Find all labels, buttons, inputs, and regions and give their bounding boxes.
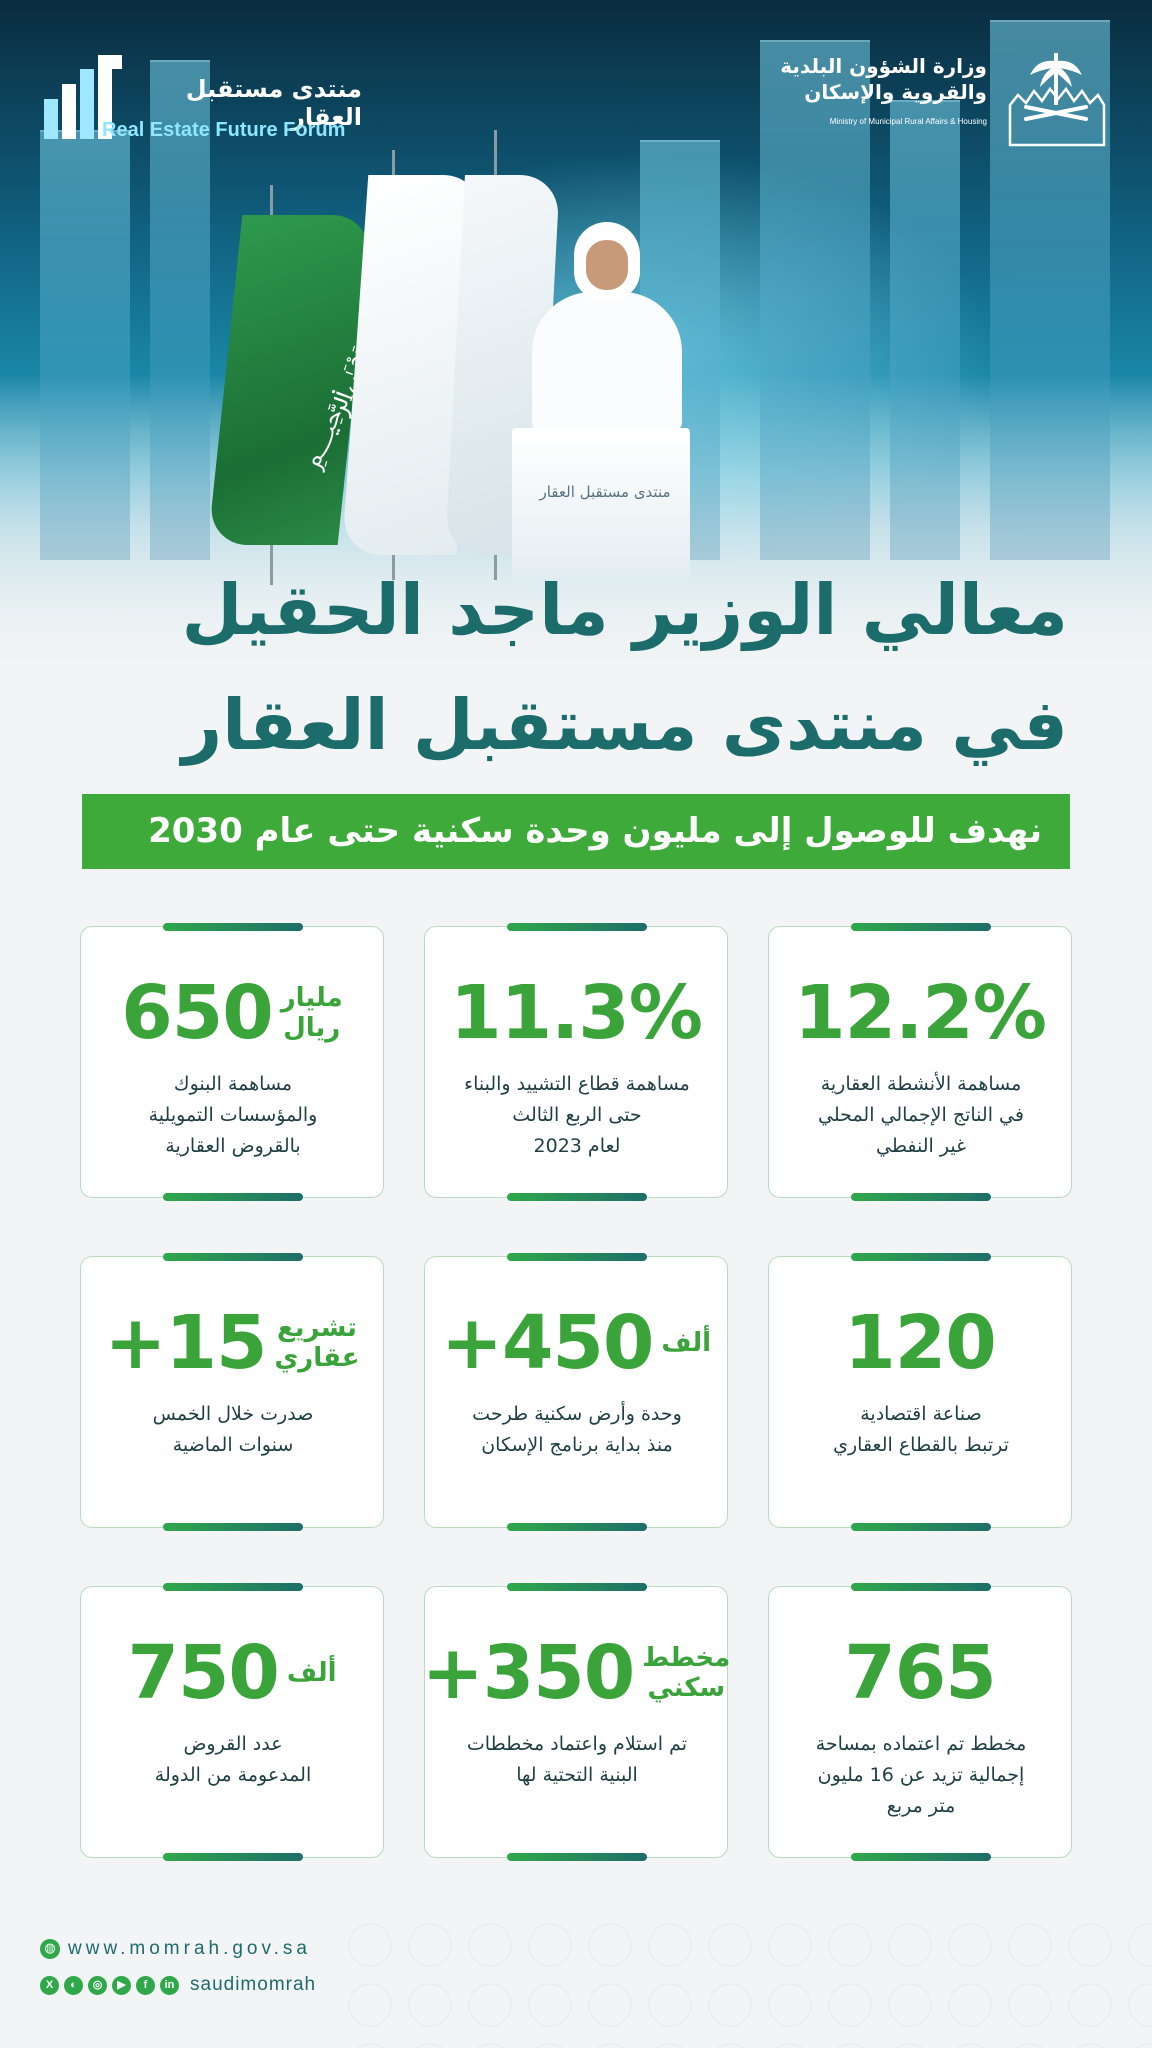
stat-card: مخطط سكني +350 تم استلام واعتماد مخططات … xyxy=(421,1583,731,1861)
page-title-line2: في منتدى مستقبل العقار xyxy=(181,684,1068,766)
speaker-thobe xyxy=(532,292,682,432)
stat-card: 12.2% مساهمة الأنشطة العقارية في الناتج … xyxy=(768,923,1072,1201)
stat-unit: مليار ريال xyxy=(280,983,343,1043)
website-url[interactable]: www.momrah.gov.sa xyxy=(68,1938,311,1959)
skyscraper xyxy=(760,40,870,560)
stat-headline: ألف +450 xyxy=(425,1297,727,1389)
card-accent-bar xyxy=(507,1193,647,1201)
card-accent-bar xyxy=(851,1853,991,1861)
stat-headline: تشريع عقاري +15 xyxy=(81,1297,383,1389)
card-accent-bar xyxy=(507,1523,647,1531)
card-accent-bar xyxy=(163,1193,303,1201)
card-accent-bar xyxy=(851,1253,991,1261)
stat-unit: تشريع عقاري xyxy=(274,1313,360,1373)
stat-card: ألف +450 وحدة وأرض سكنية طرحت منذ بداية … xyxy=(424,1253,728,1531)
stat-description: عدد القروض المدعومة من الدولة xyxy=(154,1733,312,1786)
forum-logo: منتدى مستقبل العقار Real Estate Future F… xyxy=(40,55,362,145)
stat-value: 11.3% xyxy=(450,970,703,1056)
speaker-face xyxy=(586,240,628,290)
stat-value: 120 xyxy=(844,1300,996,1386)
stat-headline: مخطط سكني +350 xyxy=(421,1627,731,1719)
stat-headline: 765 xyxy=(769,1627,1071,1719)
forum-logo-icon xyxy=(40,55,122,139)
ministry-logo: وزارة الشؤون البلدية والقروية والإسكان M… xyxy=(780,45,1112,155)
ministry-name-ar: وزارة الشؤون البلدية والقروية والإسكان xyxy=(777,53,987,105)
stat-value: 12.2% xyxy=(794,970,1047,1056)
stat-card: تشريع عقاري +15 صدرت خلال الخمس سنوات ال… xyxy=(80,1253,384,1531)
stat-unit: ألف xyxy=(286,1658,337,1688)
card-accent-bar xyxy=(507,1853,647,1861)
stat-description: تم استلام واعتماد مخططات البنية التحتية … xyxy=(466,1733,688,1786)
linkedin-icon[interactable]: in xyxy=(160,1975,179,1995)
snapchat-icon[interactable]: ◐ xyxy=(64,1975,83,1995)
stat-headline: 12.2% xyxy=(769,967,1071,1059)
stat-headline: 11.3% xyxy=(425,967,727,1059)
stat-description: مساهمة قطاع التشييد والبناء حتى الربع ال… xyxy=(464,1073,690,1157)
card-accent-bar xyxy=(163,1853,303,1861)
card-accent-bar xyxy=(163,1583,303,1591)
card-accent-bar xyxy=(507,1583,647,1591)
stat-headline: ألف 750 xyxy=(81,1627,383,1719)
forum-name-ar: منتدى مستقبل العقار xyxy=(185,75,362,131)
stat-value: +350 xyxy=(421,1630,635,1716)
ministry-name-ar-line2: والقروية والإسكان xyxy=(804,80,987,104)
stat-value: 765 xyxy=(844,1630,996,1716)
ministry-name-en: Ministry of Municipal Rural Affairs & Ho… xyxy=(829,117,987,126)
stat-description: مخطط تم اعتماده بمساحة إجمالية تزيد عن 1… xyxy=(815,1733,1027,1817)
facebook-icon[interactable]: f xyxy=(136,1975,155,1995)
card-accent-bar xyxy=(851,1193,991,1201)
card-accent-bar xyxy=(163,1523,303,1531)
social-handle[interactable]: saudimomrah xyxy=(190,1974,317,1995)
stat-value: +15 xyxy=(104,1300,267,1386)
stat-card: 11.3% مساهمة قطاع التشييد والبناء حتى ال… xyxy=(424,923,728,1201)
skyscraper xyxy=(40,130,130,560)
globe-icon: ◍ xyxy=(40,1939,60,1959)
palm-swords-emblem-icon xyxy=(1008,53,1106,147)
stat-value: 650 xyxy=(121,970,273,1056)
stat-description: صناعة اقتصادية ترتبط بالقطاع العقاري xyxy=(833,1403,1009,1456)
podium-logo-text: منتدى مستقبل العقار xyxy=(539,483,671,501)
skyscraper xyxy=(150,60,210,560)
card-accent-bar xyxy=(507,923,647,931)
stat-value: +450 xyxy=(440,1300,654,1386)
card-accent-bar xyxy=(507,1253,647,1261)
youtube-icon[interactable]: ▶ xyxy=(112,1975,131,1995)
speaker-figure xyxy=(532,222,682,432)
stat-description: مساهمة الأنشطة العقارية في الناتج الإجما… xyxy=(818,1073,1024,1157)
stat-card: 765 مخطط تم اعتماده بمساحة إجمالية تزيد … xyxy=(768,1583,1072,1861)
card-accent-bar xyxy=(163,1253,303,1261)
card-accent-bar xyxy=(851,923,991,931)
instagram-icon[interactable]: ◎ xyxy=(88,1975,107,1995)
stat-value: 750 xyxy=(127,1630,279,1716)
forum-name-en: Real Estate Future Forum xyxy=(102,119,346,141)
hero-photo: ﷽ منتدى مستقبل العقار منتدى مستقبل العقا… xyxy=(0,0,1152,680)
card-accent-bar xyxy=(163,923,303,931)
stat-unit: ألف xyxy=(661,1328,712,1358)
x-icon[interactable]: X xyxy=(40,1975,59,1995)
card-accent-bar xyxy=(851,1583,991,1591)
page-title-line1: معالي الوزير ماجد الحقيل xyxy=(181,569,1068,651)
stat-headline: مليار ريال 650 xyxy=(81,967,383,1059)
stat-card: مليار ريال 650 مساهمة البنوك والمؤسسات ا… xyxy=(80,923,384,1201)
stat-card: ألف 750 عدد القروض المدعومة من الدولة xyxy=(80,1583,384,1861)
stat-unit: مخطط سكني xyxy=(642,1643,731,1703)
card-accent-bar xyxy=(851,1523,991,1531)
skyscraper xyxy=(890,100,960,560)
stat-headline: 120 xyxy=(769,1297,1071,1389)
podium: منتدى مستقبل العقار xyxy=(512,428,690,578)
stat-description: مساهمة البنوك والمؤسسات التمويلية بالقرو… xyxy=(148,1073,318,1157)
stat-description: وحدة وأرض سكنية طرحت منذ بداية برنامج ال… xyxy=(472,1403,682,1456)
footer-pattern xyxy=(340,1915,1152,2048)
stat-card: 120 صناعة اقتصادية ترتبط بالقطاع العقاري xyxy=(768,1253,1072,1531)
stat-description: صدرت خلال الخمس سنوات الماضية xyxy=(152,1403,314,1456)
social-links: X ◐ ◎ ▶ f in saudimomrah xyxy=(40,1973,316,1997)
website-link[interactable]: ◍ www.momrah.gov.sa xyxy=(40,1938,311,1960)
goal-banner: نهدف للوصول إلى مليون وحدة سكنية حتى عام… xyxy=(82,794,1070,869)
ministry-name-ar-line1: وزارة الشؤون البلدية xyxy=(780,54,987,78)
